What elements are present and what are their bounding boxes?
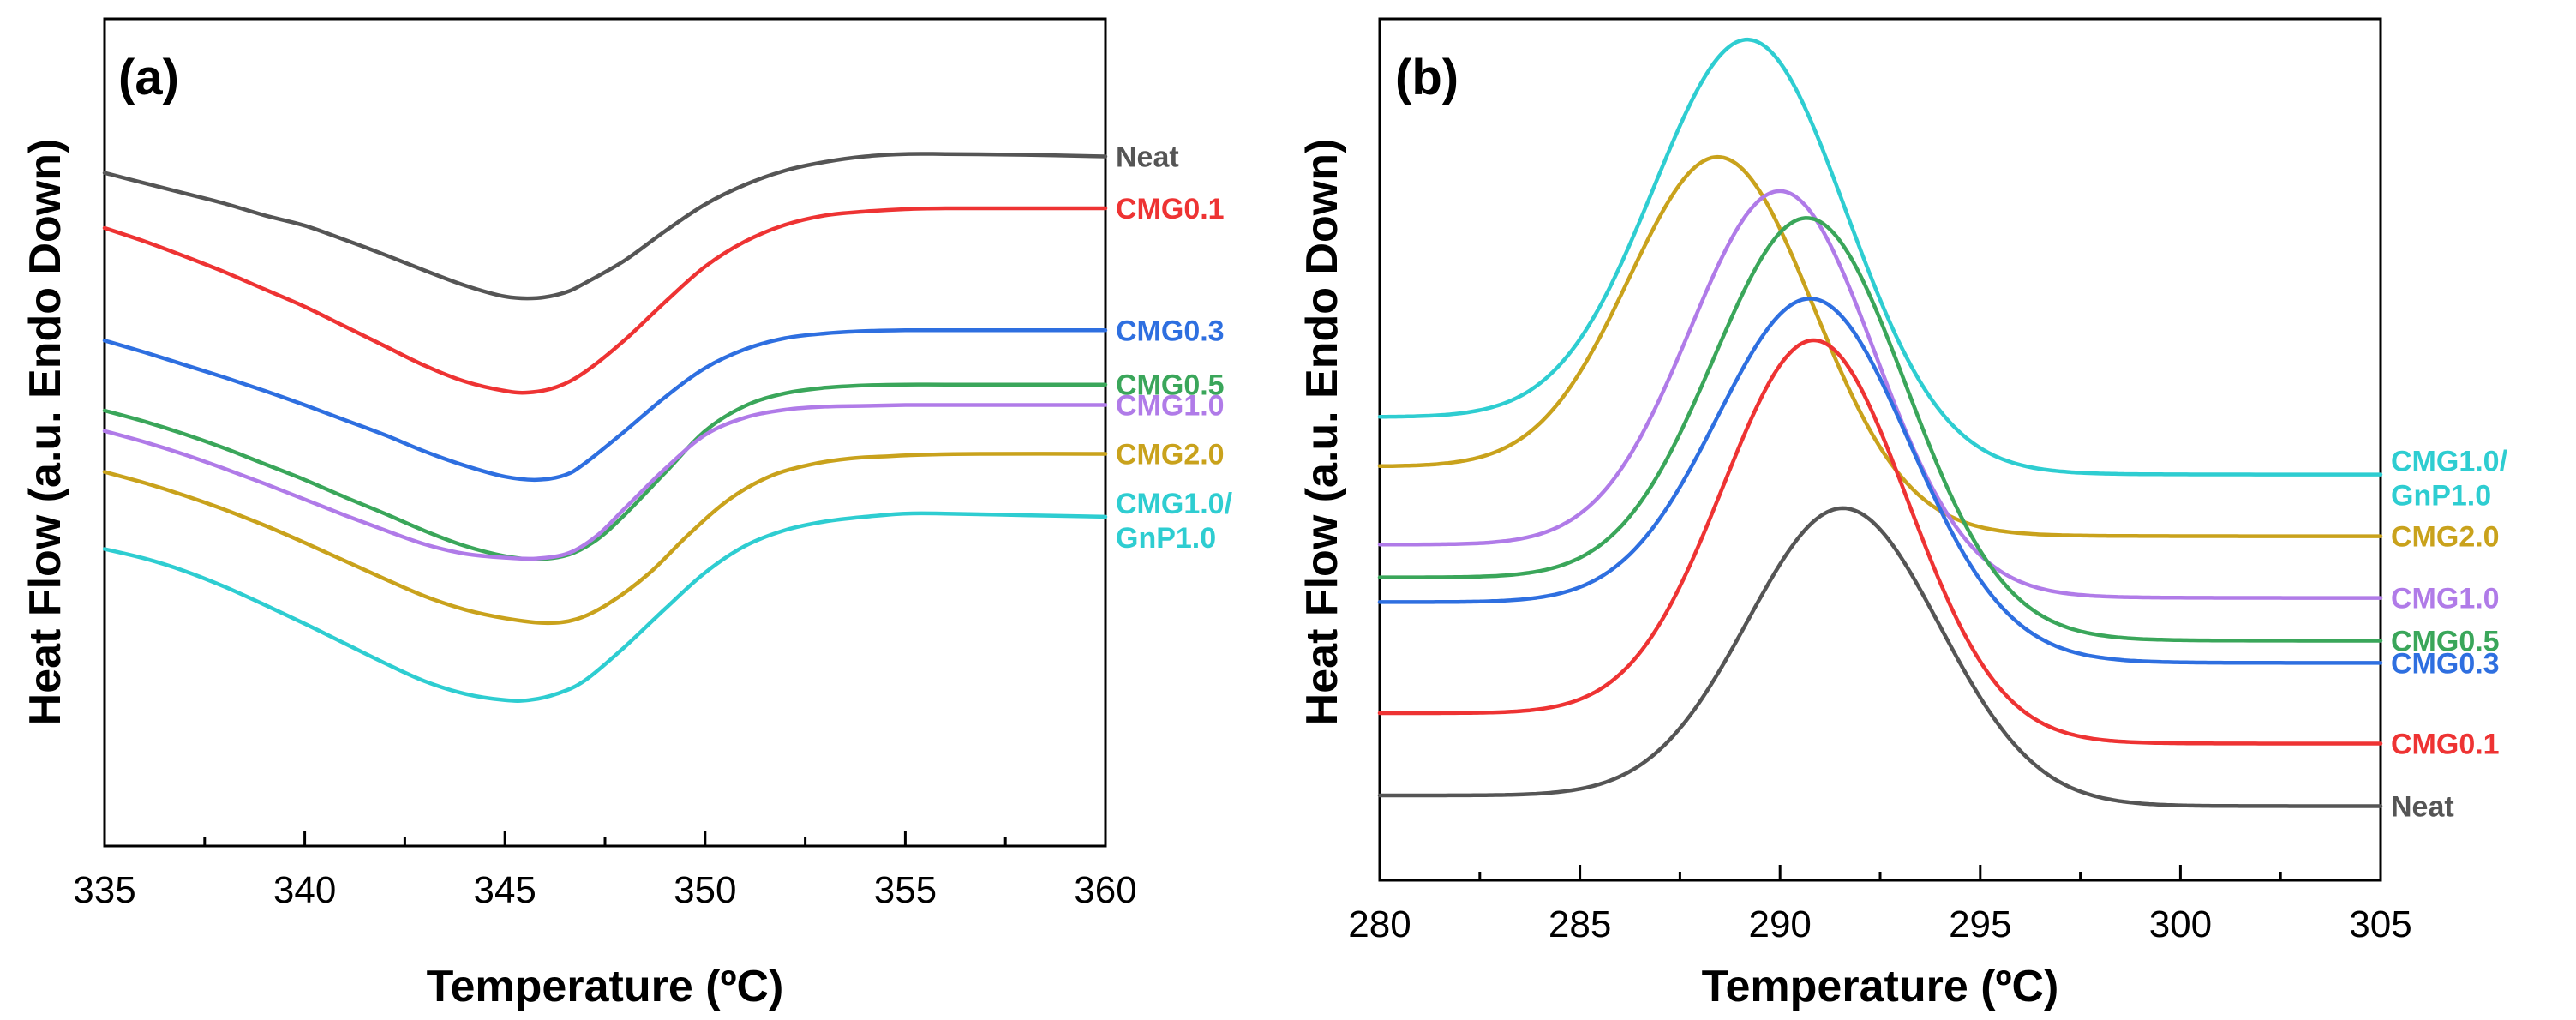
panel-b-x-tick-label: 280 <box>1348 903 1411 945</box>
panel-a-x-tick-label: 350 <box>674 869 736 911</box>
panel-a-x-axis: 335 340 345 350 355 360 <box>73 831 1137 911</box>
panel-a-series-cmg0-1 <box>102 206 1108 395</box>
panel-b-series-label: CMG1.0 <box>2391 583 2500 615</box>
panel-b-series-cmg0-1 <box>1377 338 2383 746</box>
panel-b-x-tick-label: 290 <box>1748 903 1811 945</box>
panel-a-series-cmg2-0 <box>102 452 1108 626</box>
panel-a-series-label: GnP1.0 <box>1116 522 1216 555</box>
panel-b-x-tick-label: 295 <box>1949 903 2011 945</box>
panel-a-series-label: CMG0.5 <box>1116 369 1225 402</box>
panel-a-x-tick-label: 345 <box>473 869 536 911</box>
panel-a-series-cmg1-0-gnp1-0 <box>102 511 1108 703</box>
panel-a-series-label: CMG1.0 <box>1116 390 1225 423</box>
panel-b-series-cmg0-3 <box>1377 297 2383 665</box>
panel-b-series-label: Neat <box>2391 790 2454 823</box>
panel-a-series-cmg0-5 <box>102 382 1108 561</box>
panel-b-series-label: CMG2.0 <box>2391 521 2500 554</box>
panel-a-series-label: Neat <box>1116 141 1179 173</box>
panel-a-x-axis-title: Temperature (ºC) <box>427 962 784 1011</box>
panel-b-series-cmg2-0 <box>1377 154 2383 538</box>
panel-b-y-axis-title: Heat Flow (a.u. Endo Down) <box>1297 139 1347 726</box>
panel-b-label: (b) <box>1395 50 1459 105</box>
panel-a-x-tick-label: 340 <box>273 869 336 911</box>
panel-b-series-cmg1-0 <box>1377 189 2383 600</box>
panel-b-series-label: CMG0.3 <box>2391 647 2500 680</box>
panel-a-x-tick-label: 335 <box>73 869 135 911</box>
panel-b-chart: (b) Temperature (ºC) Heat Flow (a.u. End… <box>1297 17 2508 1011</box>
panel-a-series-cmg0-3 <box>102 328 1108 483</box>
panel-b-x-tick-label: 305 <box>2349 903 2411 945</box>
panel-a-series-label: CMG0.3 <box>1116 315 1225 347</box>
panel-b-x-tick-label: 300 <box>2149 903 2212 945</box>
panel-a-chart: (a) Temperature (ºC) Heat Flow (a.u. End… <box>21 17 1233 1011</box>
panel-b-series-label: CMG0.5 <box>2391 626 2500 658</box>
panel-b-x-axis: 280 285 290 295 300 305 <box>1348 865 2412 945</box>
panel-a-label: (a) <box>118 50 179 105</box>
panel-a-x-tick-label: 360 <box>1074 869 1136 911</box>
panel-a-series-cmg1-0 <box>102 403 1108 561</box>
panel-b-series-cmg1-0-gnp1-0 <box>1377 37 2383 477</box>
panel-a-x-tick-label: 355 <box>874 869 937 911</box>
panel-b-x-axis-title: Temperature (ºC) <box>1702 962 2059 1011</box>
panel-b-series-neat <box>1377 506 2383 808</box>
panel-b-series-label: GnP1.0 <box>2391 480 2491 513</box>
panel-b-series-label: CMG0.1 <box>2391 729 2500 761</box>
panel-a-y-axis-title: Heat Flow (a.u. Endo Down) <box>21 139 70 726</box>
panel-a-series-group <box>102 152 1108 703</box>
panel-a-series-label: CMG1.0/ <box>1116 488 1233 520</box>
panel-b-series-group <box>1377 37 2383 808</box>
panel-b-x-tick-label: 285 <box>1549 903 1611 945</box>
panel-a-series-label: CMG2.0 <box>1116 438 1225 471</box>
panel-a-series-neat <box>102 152 1108 301</box>
panel-b-series-cmg0-5 <box>1377 216 2383 643</box>
panel-a-plot-frame <box>103 17 1107 848</box>
panel-a-series-label: CMG0.1 <box>1116 193 1225 225</box>
panel-b-series-label: CMG1.0/ <box>2391 446 2508 478</box>
